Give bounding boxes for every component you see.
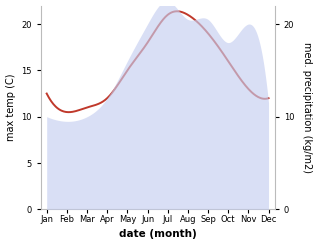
Y-axis label: med. precipitation (kg/m2): med. precipitation (kg/m2) [302, 42, 313, 173]
Y-axis label: max temp (C): max temp (C) [5, 74, 16, 141]
X-axis label: date (month): date (month) [119, 230, 197, 239]
